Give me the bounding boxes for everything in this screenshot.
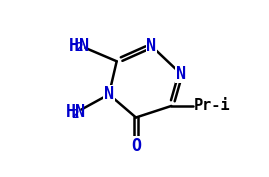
Text: N: N bbox=[79, 37, 89, 55]
Text: H: H bbox=[65, 103, 76, 121]
Text: N: N bbox=[104, 85, 114, 103]
Text: N: N bbox=[76, 103, 86, 121]
Text: H: H bbox=[69, 37, 79, 55]
Text: 2: 2 bbox=[71, 107, 79, 121]
Text: 2: 2 bbox=[75, 41, 83, 54]
Text: N: N bbox=[176, 65, 186, 83]
Text: N: N bbox=[146, 37, 156, 55]
Text: Pr-i: Pr-i bbox=[194, 98, 230, 113]
Text: O: O bbox=[131, 137, 141, 155]
